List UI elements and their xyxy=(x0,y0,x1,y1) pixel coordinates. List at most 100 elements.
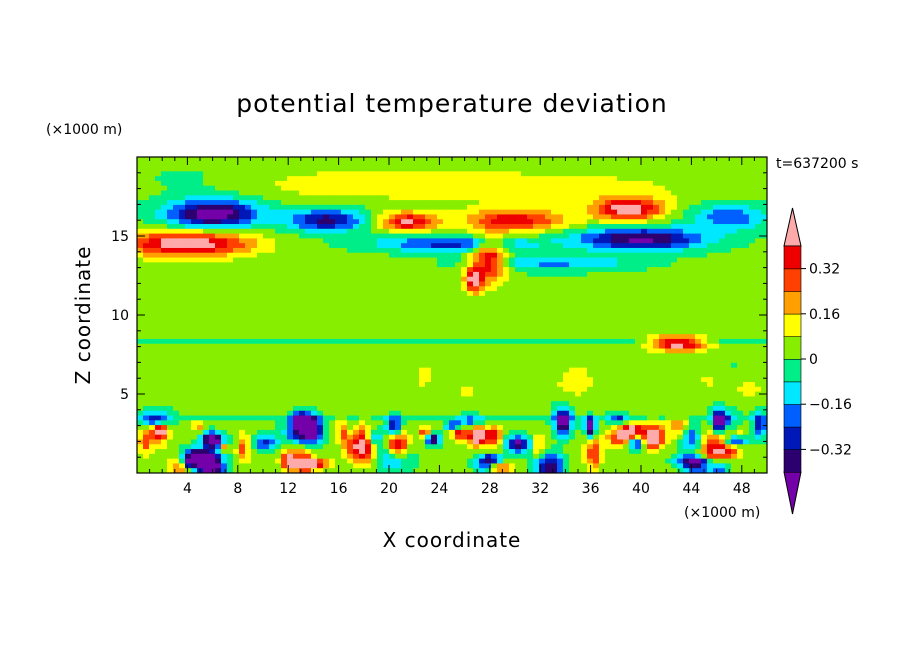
heatmap-cell xyxy=(539,161,546,168)
heatmap-cell xyxy=(599,190,606,196)
heatmap-cell xyxy=(731,372,738,378)
heatmap-cell xyxy=(401,362,408,369)
heatmap-cell xyxy=(461,300,468,307)
heatmap-cell xyxy=(305,209,312,216)
heatmap-cell xyxy=(305,195,312,201)
heatmap-cell xyxy=(221,348,228,354)
heatmap-cell xyxy=(443,358,450,364)
heatmap-cell xyxy=(137,295,144,302)
heatmap-cell xyxy=(587,377,594,383)
heatmap-cell xyxy=(647,310,654,316)
heatmap-cell xyxy=(371,338,378,345)
heatmap-cell xyxy=(197,200,204,206)
heatmap-cell xyxy=(677,305,684,311)
heatmap-cell xyxy=(311,271,318,278)
heatmap-cell xyxy=(401,257,408,263)
heatmap-cell xyxy=(575,228,582,235)
heatmap-cell xyxy=(629,358,636,364)
heatmap-cell xyxy=(527,324,534,330)
heatmap-cell xyxy=(581,238,588,244)
heatmap-cell xyxy=(281,166,288,172)
heatmap-cell xyxy=(419,358,426,364)
heatmap-cell xyxy=(257,343,264,350)
heatmap-cell xyxy=(707,291,714,297)
heatmap-cell xyxy=(599,281,606,287)
heatmap-cell xyxy=(317,224,324,230)
heatmap-cell xyxy=(545,166,552,172)
heatmap-cell xyxy=(743,224,750,230)
heatmap-cell xyxy=(431,209,438,216)
heatmap-cell xyxy=(173,238,180,244)
heatmap-cell xyxy=(383,338,390,345)
heatmap-cell xyxy=(467,295,474,302)
heatmap-cell xyxy=(227,176,234,182)
heatmap-cell xyxy=(305,161,312,168)
heatmap-cell xyxy=(617,300,624,307)
heatmap-cell xyxy=(239,295,246,302)
heatmap-cell xyxy=(611,353,618,359)
heatmap-cell xyxy=(329,161,336,168)
heatmap-cell xyxy=(455,176,462,182)
heatmap-cell xyxy=(497,204,504,211)
heatmap-cell xyxy=(443,315,450,321)
heatmap-cell xyxy=(503,334,510,340)
heatmap-cell xyxy=(425,353,432,359)
heatmap-cell xyxy=(167,190,174,196)
heatmap-cell xyxy=(203,358,210,364)
heatmap-cell xyxy=(539,358,546,364)
heatmap-cell xyxy=(161,334,168,340)
heatmap-cell xyxy=(509,166,516,172)
heatmap-cell xyxy=(371,180,378,187)
heatmap-cell xyxy=(155,295,162,302)
heatmap-cell xyxy=(335,382,342,388)
heatmap-cell xyxy=(353,233,360,239)
heatmap-cell xyxy=(563,247,570,254)
heatmap-cell xyxy=(419,271,426,278)
heatmap-cell xyxy=(299,233,306,239)
heatmap-cell xyxy=(611,271,618,278)
heatmap-cell xyxy=(545,372,552,378)
heatmap-cell xyxy=(419,329,426,335)
heatmap-cell xyxy=(689,281,696,287)
heatmap-cell xyxy=(707,358,714,364)
heatmap-cell xyxy=(311,295,318,302)
heatmap-cell xyxy=(377,358,384,364)
heatmap-cell xyxy=(275,190,282,196)
heatmap-cell xyxy=(407,348,414,354)
heatmap-cell xyxy=(701,338,708,345)
heatmap-cell xyxy=(557,195,564,201)
heatmap-cell xyxy=(629,228,636,235)
heatmap-cell xyxy=(269,209,276,216)
heatmap-cell xyxy=(395,291,402,297)
heatmap-cell xyxy=(731,171,738,177)
heatmap-cell xyxy=(581,257,588,263)
heatmap-cell xyxy=(569,252,576,259)
heatmap-cell xyxy=(299,324,306,330)
heatmap-cell xyxy=(323,233,330,239)
heatmap-cell xyxy=(185,276,192,283)
heatmap-cell xyxy=(455,338,462,345)
heatmap-cell xyxy=(731,291,738,297)
heatmap-cell xyxy=(377,334,384,340)
heatmap-cell xyxy=(197,286,204,292)
heatmap-cell xyxy=(359,286,366,292)
heatmap-cell xyxy=(245,305,252,311)
heatmap-cell xyxy=(545,334,552,340)
heatmap-cell xyxy=(563,195,570,201)
heatmap-cell xyxy=(557,329,564,335)
heatmap-cell xyxy=(215,281,222,287)
heatmap-cell xyxy=(725,214,732,220)
heatmap-cell xyxy=(443,257,450,263)
heatmap-cell xyxy=(641,228,648,235)
heatmap-cell xyxy=(287,382,294,388)
heatmap-cell xyxy=(233,166,240,172)
heatmap-cell xyxy=(599,185,606,192)
heatmap-cell xyxy=(629,372,636,378)
heatmap-cell xyxy=(653,372,660,378)
heatmap-cell xyxy=(557,315,564,321)
heatmap-cell xyxy=(215,252,222,259)
heatmap-cell xyxy=(629,377,636,383)
heatmap-cell xyxy=(353,228,360,235)
heatmap-cell xyxy=(593,372,600,378)
heatmap-cell xyxy=(539,247,546,254)
